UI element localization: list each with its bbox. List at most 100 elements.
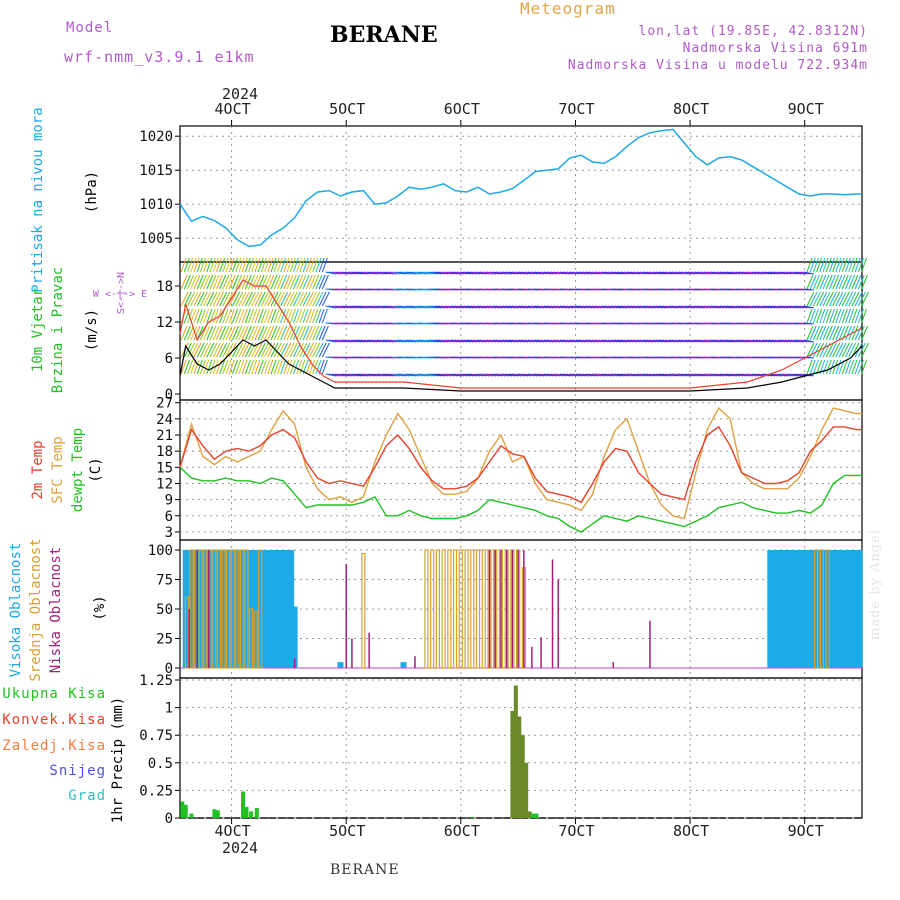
wind-arrow: [607, 305, 619, 309]
wind-arrow: [396, 339, 407, 343]
wind-arrow: [822, 325, 830, 341]
wind-arrow: [270, 325, 278, 341]
wind-arrow: [835, 308, 842, 324]
wind-arrow: [367, 373, 378, 377]
wind-arrow: [623, 373, 635, 377]
wind-arrow: [199, 274, 207, 290]
wind-arrow: [745, 305, 757, 309]
wind-arrow: [235, 274, 243, 290]
wind-arrow: [675, 271, 686, 275]
y-tick-label: 18: [156, 444, 173, 460]
wind-arrow: [495, 271, 506, 275]
low-cloud-bar: [207, 550, 210, 668]
wind-arrow: [800, 271, 811, 275]
wind-arrow: [848, 308, 855, 324]
wind-arrow: [244, 308, 251, 324]
wind-arrow: [315, 257, 322, 273]
wind-arrow: [183, 291, 192, 307]
wind-arrow: [273, 257, 280, 273]
wind-arrow: [861, 257, 868, 273]
wind-arrow: [822, 359, 829, 375]
meteogram-title: Meteogram: [520, 0, 616, 18]
wind-arrow: [639, 339, 651, 343]
wind-arrow: [579, 305, 590, 309]
wind-arrow: [812, 342, 821, 358]
top-day-tick-label: 6OCT: [444, 100, 480, 118]
wind-arrow: [854, 359, 861, 375]
wind-arrow: [264, 359, 271, 375]
wind-arrow: [511, 339, 522, 343]
bottom-day-tick-label: 6OCT: [444, 822, 480, 840]
wind-arrow: [851, 308, 858, 324]
y-tick-label: 6: [165, 509, 173, 525]
wind-arrow: [617, 373, 628, 377]
wind-arrow: [244, 325, 252, 341]
wind-arrow: [508, 305, 519, 309]
wind-arrow: [299, 359, 306, 375]
made-by-watermark: made by Angel: [868, 529, 883, 640]
wind-arrow: [187, 325, 195, 341]
wind-arrow: [803, 271, 814, 275]
mid-cloud-bar: [203, 549, 208, 669]
wind-arrow: [421, 271, 432, 275]
wind-arrow: [228, 291, 237, 307]
wind-arrow: [832, 257, 839, 273]
wind-arrow: [399, 339, 410, 343]
wind-arrow: [238, 342, 247, 358]
wind-arrow: [482, 339, 493, 343]
wind-arrow: [857, 257, 864, 273]
wind-arrow: [781, 305, 792, 309]
wind-arrow: [828, 274, 836, 290]
wind-arrow: [639, 271, 651, 275]
wind-arrow: [809, 257, 816, 273]
wind-arrow: [771, 339, 782, 343]
wind-arrow: [441, 373, 452, 377]
wind-arrow: [408, 305, 420, 309]
panel-frame: [179, 261, 863, 401]
wind-arrow: [344, 271, 355, 275]
wind-arrow: [774, 305, 785, 309]
precip-legend-total: Ukupna Kisa: [2, 686, 106, 702]
wind-arrow: [418, 305, 429, 309]
wind-arrow: [312, 325, 320, 341]
wind-arrow: [479, 373, 490, 377]
wind-arrow: [672, 305, 683, 309]
pressure-line: [179, 128, 862, 248]
wind-arrow: [720, 373, 731, 377]
wind-arrow: [264, 308, 271, 324]
wind-arrow: [861, 291, 869, 307]
wind-arrow: [812, 274, 820, 290]
wind-arrow: [363, 305, 375, 309]
wind-arrow: [402, 339, 413, 343]
wind-arrow: [241, 359, 248, 375]
wind-arrow: [421, 373, 432, 377]
wind-arrow: [190, 325, 198, 341]
wind-arrow: [215, 359, 222, 375]
wind-arrow: [305, 291, 314, 307]
wind-arrow: [344, 373, 355, 377]
wind-arrow: [550, 305, 561, 309]
wind-arrow: [575, 305, 587, 309]
wind-arrow: [639, 305, 651, 309]
wind-arrow: [511, 305, 522, 309]
mid-cloud-bar: [361, 552, 366, 669]
wind-arrow: [501, 339, 513, 343]
wind-arrow: [215, 274, 223, 290]
wind-arrow: [534, 305, 545, 309]
wind-arrow: [688, 339, 699, 343]
wind-arrow: [745, 271, 757, 275]
wind-arrow: [392, 271, 404, 275]
wind-arrow: [710, 373, 721, 377]
wind-arrow: [238, 325, 246, 341]
wind-arrow: [209, 359, 216, 375]
wind-arrow: [646, 305, 657, 309]
wind-arrow: [402, 373, 413, 377]
wind-arrow: [598, 271, 609, 275]
wind-arrow: [816, 359, 823, 375]
wind-arrow: [556, 373, 567, 377]
wind-arrow: [630, 339, 641, 343]
wind-arrow: [742, 339, 753, 343]
wind-arrow: [222, 325, 230, 341]
wind-arrow: [447, 339, 458, 343]
model-label: Model: [66, 20, 114, 36]
